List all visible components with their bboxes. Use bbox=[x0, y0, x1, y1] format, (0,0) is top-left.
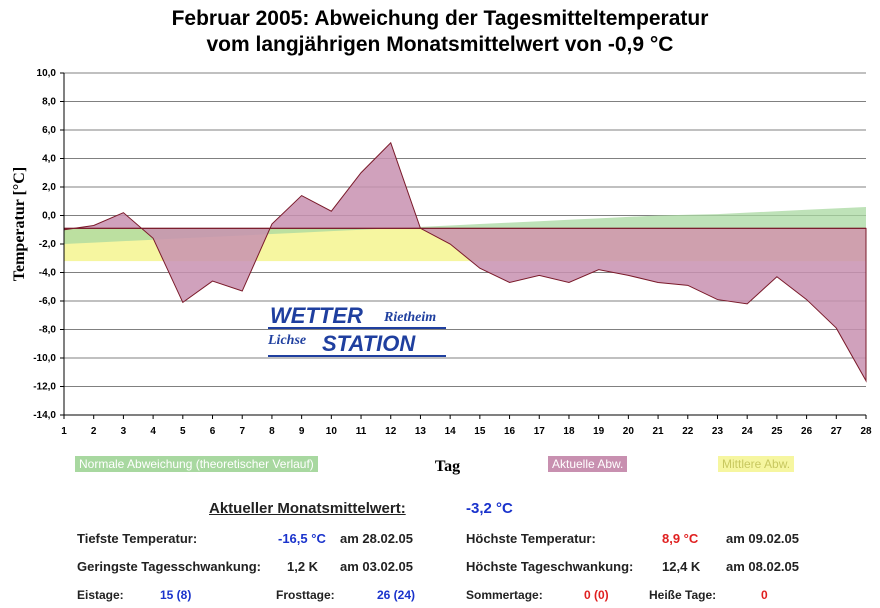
x-tick-label: 13 bbox=[415, 426, 427, 437]
x-tick-label: 1 bbox=[61, 426, 67, 437]
monthly-mean-value: -3,2 °C bbox=[466, 500, 513, 517]
x-tick-label: 3 bbox=[121, 426, 127, 437]
x-tick-label: 14 bbox=[445, 426, 457, 437]
x-tick-label: 10 bbox=[326, 426, 338, 437]
y-tick-label: 8,0 bbox=[42, 97, 56, 108]
chart-title-line1: Februar 2005: Abweichung der Tagesmittel… bbox=[171, 7, 709, 30]
y-tick-label: -4,0 bbox=[39, 268, 57, 279]
y-tick-label: 0,0 bbox=[42, 211, 56, 222]
x-tick-label: 18 bbox=[563, 426, 575, 437]
x-tick-label: 4 bbox=[150, 426, 156, 437]
max-temp-value: 8,9 °C bbox=[662, 531, 699, 546]
sommertage-value: 0 (0) bbox=[584, 588, 609, 602]
x-tick-label: 21 bbox=[653, 426, 665, 437]
normal-area bbox=[64, 206, 866, 244]
eistage-value: 15 (8) bbox=[160, 588, 192, 602]
x-tick-label: 24 bbox=[742, 426, 754, 437]
chart-title-line2: vom langjährigen Monatsmittelwert von -0… bbox=[206, 33, 674, 56]
logo-station: STATION bbox=[322, 331, 416, 356]
x-tick-label: 7 bbox=[239, 426, 245, 437]
logo-lichse: Lichse bbox=[268, 333, 307, 348]
y-tick-label: -8,0 bbox=[39, 325, 57, 336]
logo-divider bbox=[268, 327, 446, 329]
actual-area bbox=[63, 141, 867, 383]
deviation-chart: 10,0 8,0 6,0 4,0 2,0 0,0 -2,0 -4,0 -6,0 -8,0 -10,0… bbox=[33, 68, 872, 437]
x-tick-label: 19 bbox=[593, 426, 605, 437]
x-axis-label: Tag bbox=[434, 458, 461, 475]
frosttage-label: Frosttage: bbox=[276, 588, 335, 602]
max-range-label: Höchste Tageschwankung: bbox=[466, 559, 634, 574]
x-tick-label: 23 bbox=[712, 426, 724, 437]
legend-normal: Normale Abweichung (theoretischer Verlau… bbox=[75, 456, 318, 472]
x-tick-label: 26 bbox=[801, 426, 813, 437]
min-range-label: Geringste Tagesschwankung: bbox=[77, 559, 261, 574]
x-tick-label: 8 bbox=[269, 426, 275, 437]
x-tick-label: 9 bbox=[299, 426, 305, 437]
x-tick-label: 22 bbox=[682, 426, 694, 437]
y-tick-label: 6,0 bbox=[42, 125, 56, 136]
max-range-date: am 08.02.05 bbox=[726, 559, 800, 574]
y-tick-label: -14,0 bbox=[33, 410, 56, 421]
x-tick-label: 15 bbox=[474, 426, 486, 437]
y-tick-label: 4,0 bbox=[42, 154, 56, 165]
y-tick-label: -2,0 bbox=[39, 239, 57, 250]
logo-wetter: WETTER bbox=[270, 303, 363, 328]
y-axis-label: Temperatur [°C] bbox=[11, 166, 28, 282]
y-tick-label: 2,0 bbox=[42, 182, 56, 193]
heisse-value: 0 bbox=[761, 588, 768, 602]
x-tick-label: 25 bbox=[771, 426, 783, 437]
y-tick-label: -10,0 bbox=[33, 353, 56, 364]
y-tick-label: 10,0 bbox=[37, 68, 57, 79]
min-range-date: am 03.02.05 bbox=[340, 559, 414, 574]
sommertage-label: Sommertage: bbox=[466, 588, 543, 602]
max-temp-date: am 09.02.05 bbox=[726, 531, 800, 546]
x-tick-label: 5 bbox=[180, 426, 186, 437]
legend-mean: Mittlere Abw. bbox=[718, 456, 795, 472]
x-tick-label: 12 bbox=[385, 426, 397, 437]
frosttage-value: 26 (24) bbox=[377, 588, 416, 602]
x-tick-label: 6 bbox=[210, 426, 216, 437]
logo-rietheim: Rietheim bbox=[384, 310, 437, 325]
x-tick-label: 20 bbox=[623, 426, 635, 437]
x-tick-label: 11 bbox=[356, 426, 367, 437]
logo-underline bbox=[268, 355, 446, 357]
max-temp-label: Höchste Temperatur: bbox=[466, 531, 596, 546]
x-tick-label: 17 bbox=[534, 426, 546, 437]
max-range-value: 12,4 K bbox=[662, 559, 701, 574]
eistage-label: Eistage: bbox=[77, 588, 124, 602]
heisse-label: Heiße Tage: bbox=[649, 588, 717, 602]
x-tick-label: 16 bbox=[504, 426, 516, 437]
x-tick-label: 2 bbox=[91, 426, 97, 437]
min-temp-label: Tiefste Temperatur: bbox=[77, 531, 198, 546]
min-temp-date: am 28.02.05 bbox=[340, 531, 414, 546]
legend-actual: Aktuelle Abw. bbox=[548, 456, 628, 472]
y-tick-label: -6,0 bbox=[39, 296, 57, 307]
monthly-mean-label: Aktueller Monatsmittelwert: bbox=[209, 500, 406, 517]
min-range-value: 1,2 K bbox=[287, 559, 319, 574]
x-tick-label: 27 bbox=[831, 426, 843, 437]
y-tick-label: -12,0 bbox=[33, 382, 56, 393]
x-tick-label: 28 bbox=[860, 426, 872, 437]
min-temp-value: -16,5 °C bbox=[278, 531, 326, 546]
